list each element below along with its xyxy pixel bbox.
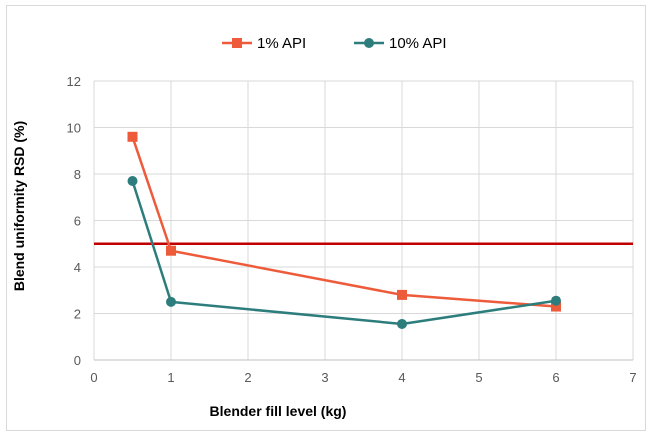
chart-frame: 0 1 2 3 4 5 6 7 0 2 4 6 8 10 12 1% API 10% API Blender … <box>6 5 646 431</box>
legend-item: 1% API <box>222 35 306 52</box>
y-tick-label: 12 <box>67 74 81 89</box>
series-line <box>131 180 557 326</box>
y-tick-label: 0 <box>74 353 81 368</box>
x-tick-label: 2 <box>244 370 251 385</box>
x-tick-label: 0 <box>90 370 97 385</box>
legend-marker <box>232 38 242 48</box>
x-tick-label: 3 <box>321 370 328 385</box>
legend: 1% API 10% API <box>222 35 447 52</box>
y-tick-label: 10 <box>67 121 81 136</box>
x-tick-label: 7 <box>629 370 636 385</box>
series-1 <box>127 131 561 312</box>
x-axis-title: Blender fill level (kg) <box>210 403 347 419</box>
data-point <box>397 318 407 329</box>
y-tick-label: 4 <box>74 260 81 275</box>
legend-item: 10% API <box>354 35 447 52</box>
data-point <box>551 301 561 312</box>
y-tick-label: 8 <box>74 167 81 182</box>
x-tick-label: 4 <box>398 370 405 385</box>
y-tick-label: 6 <box>74 214 81 229</box>
series-2 <box>127 175 561 329</box>
data-point <box>397 289 407 300</box>
series-group <box>127 131 561 329</box>
data-point <box>127 131 138 142</box>
data-point <box>166 245 176 256</box>
legend-marker <box>364 38 374 48</box>
series-line <box>131 136 557 308</box>
data-point <box>166 296 176 307</box>
x-tick-label: 5 <box>475 370 482 385</box>
x-tick-label: 1 <box>167 370 174 385</box>
legend-label: 10% API <box>389 35 447 52</box>
y-axis-title: Blend uniformity RSD (%) <box>11 121 27 291</box>
data-point <box>127 175 138 186</box>
y-tick-label: 2 <box>74 307 81 322</box>
x-tick-label: 6 <box>552 370 559 385</box>
grid-lines <box>93 80 634 361</box>
data-point <box>551 295 561 306</box>
legend-label: 1% API <box>257 35 306 52</box>
